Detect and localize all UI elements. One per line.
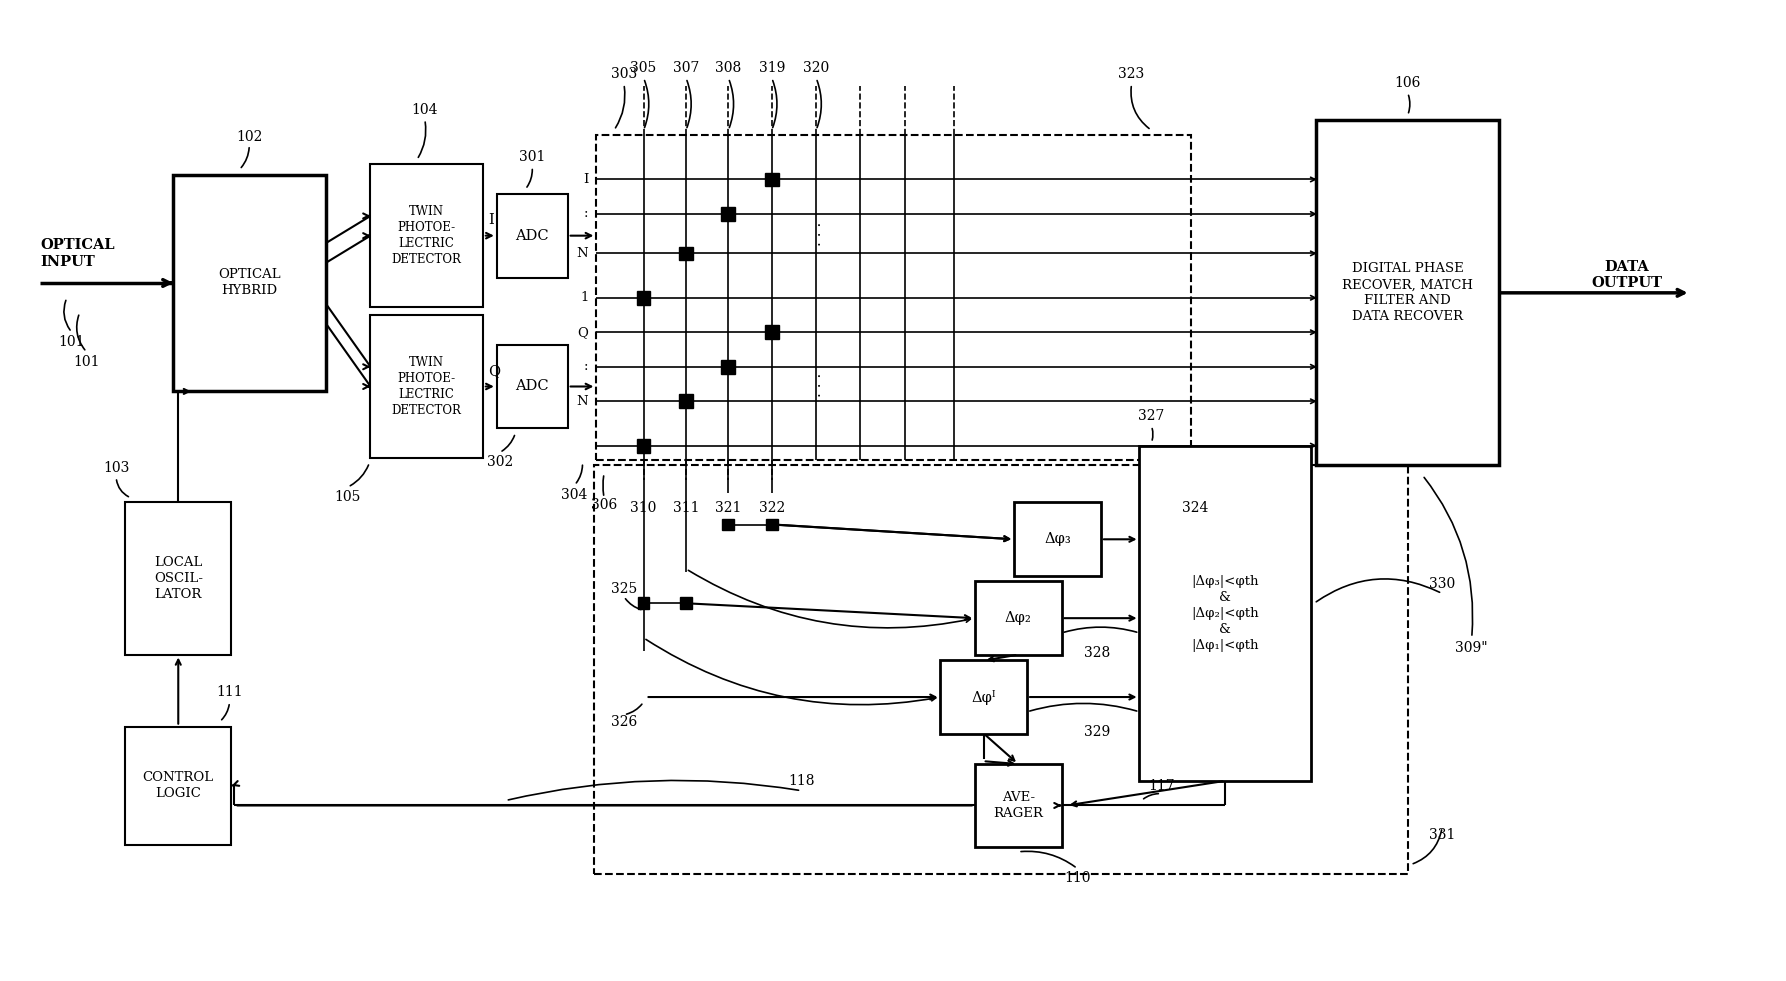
Text: |Δφ₃|<φth
&
|Δφ₂|<φth
&
|Δφ₁|<φth: |Δφ₃|<φth & |Δφ₂|<φth & |Δφ₁|<φth [1191, 575, 1259, 651]
Text: DIGITAL PHASE
RECOVER, MATCH
FILTER AND
DATA RECOVER: DIGITAL PHASE RECOVER, MATCH FILTER AND … [1341, 262, 1473, 324]
Bar [1139, 445, 1311, 781]
Text: 302: 302 [486, 455, 513, 469]
Text: 325: 325 [611, 582, 638, 595]
Text: 105: 105 [334, 490, 361, 504]
Text: 320: 320 [804, 61, 829, 76]
Text: 101: 101 [59, 336, 86, 349]
Text: · · ·: · · · [814, 222, 829, 246]
Text: Δφ₃: Δφ₃ [1045, 533, 1072, 546]
Bar [125, 502, 232, 655]
Text: :: : [584, 207, 588, 221]
Text: 329: 329 [1084, 725, 1111, 739]
Bar [173, 175, 325, 391]
Text: 327: 327 [1138, 409, 1164, 423]
Text: 301: 301 [520, 150, 545, 164]
Text: 310: 310 [630, 500, 657, 515]
Text: 311: 311 [673, 500, 700, 515]
Text: 308: 308 [714, 61, 741, 76]
Bar [680, 597, 691, 609]
Text: 307: 307 [673, 61, 698, 76]
Text: Q: Q [577, 326, 588, 338]
Bar [764, 173, 779, 186]
Text: LOCAL
OSCIL-
LATOR: LOCAL OSCIL- LATOR [154, 556, 204, 601]
Text: 324: 324 [1182, 500, 1209, 515]
Text: 117: 117 [1148, 779, 1175, 793]
Text: Δφ₂: Δφ₂ [1006, 611, 1032, 625]
Text: TWIN
PHOTOE-
LECTRIC
DETECTOR: TWIN PHOTOE- LECTRIC DETECTOR [391, 205, 461, 266]
Text: 104: 104 [411, 103, 438, 118]
Text: TWIN
PHOTOE-
LECTRIC
DETECTOR: TWIN PHOTOE- LECTRIC DETECTOR [391, 356, 461, 417]
Bar [939, 660, 1027, 734]
Text: CONTROL
LOGIC: CONTROL LOGIC [143, 771, 214, 800]
Text: Δφᴵ: Δφᴵ [972, 690, 997, 704]
Bar [766, 519, 777, 531]
Bar [679, 394, 693, 408]
Bar [497, 344, 568, 429]
Bar [722, 360, 736, 374]
Text: :: : [584, 360, 588, 374]
Text: 326: 326 [611, 715, 638, 729]
Bar [597, 135, 1191, 460]
Text: 106: 106 [1395, 76, 1422, 90]
Bar [764, 326, 779, 339]
Text: ADC: ADC [516, 380, 548, 393]
Bar [975, 581, 1061, 655]
Text: 319: 319 [759, 61, 784, 76]
Bar [1014, 502, 1100, 576]
Text: 323: 323 [1118, 67, 1145, 81]
Bar [638, 597, 650, 609]
Text: 1: 1 [580, 291, 588, 304]
Text: OPTICAL
INPUT: OPTICAL INPUT [41, 238, 114, 269]
Text: N: N [577, 394, 588, 408]
Text: 102: 102 [236, 130, 263, 144]
Bar [975, 763, 1061, 848]
Bar [497, 194, 568, 278]
Text: 309": 309" [1456, 641, 1488, 654]
Text: ADC: ADC [516, 229, 548, 242]
Text: N: N [577, 247, 588, 260]
Text: 101: 101 [73, 355, 100, 369]
Text: 330: 330 [1429, 577, 1456, 591]
Bar [125, 727, 232, 845]
Text: I: I [582, 173, 588, 186]
Bar [1316, 121, 1498, 465]
Bar [370, 315, 484, 458]
Text: 328: 328 [1084, 645, 1111, 659]
Text: 322: 322 [759, 500, 784, 515]
Text: Q: Q [488, 364, 500, 378]
Text: 305: 305 [630, 61, 657, 76]
Text: · · ·: · · · [814, 373, 829, 396]
Text: AVE-
RAGER: AVE- RAGER [993, 791, 1043, 820]
Bar [636, 291, 650, 305]
Bar [723, 519, 734, 531]
Bar [370, 164, 484, 307]
Text: 304: 304 [561, 488, 588, 502]
Bar [679, 246, 693, 260]
Text: I: I [488, 213, 493, 227]
Text: 321: 321 [714, 500, 741, 515]
Text: 306: 306 [591, 497, 618, 512]
Bar [636, 439, 650, 452]
Text: 118: 118 [788, 774, 814, 788]
Text: DATA
OUTPUT: DATA OUTPUT [1591, 260, 1663, 290]
Text: 110: 110 [1064, 871, 1091, 886]
Text: 111: 111 [216, 685, 243, 699]
Bar [722, 207, 736, 221]
Text: 331: 331 [1429, 828, 1456, 842]
Bar [595, 465, 1407, 874]
Text: 103: 103 [104, 461, 129, 476]
Text: OPTICAL
HYBRID: OPTICAL HYBRID [218, 269, 280, 297]
Text: 303: 303 [611, 67, 638, 81]
